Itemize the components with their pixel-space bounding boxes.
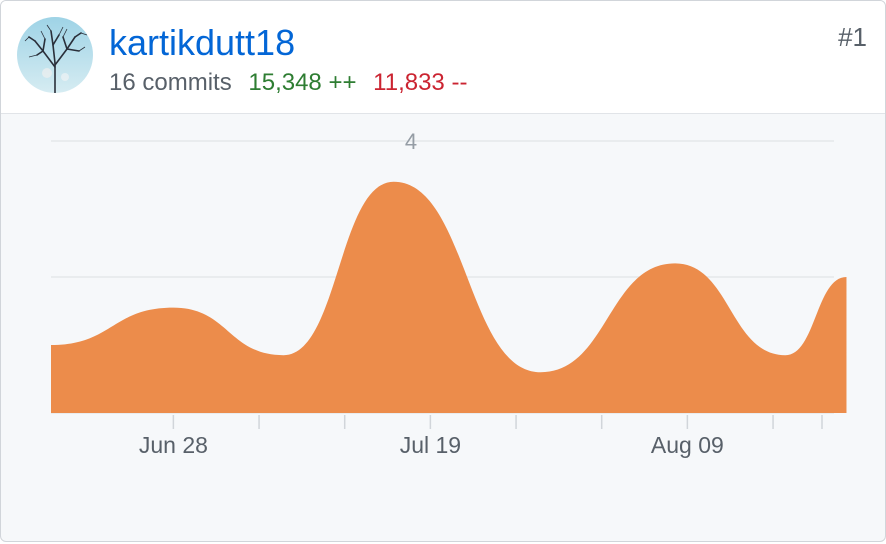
commit-count[interactable]: 16 commits (109, 69, 232, 96)
contribution-stats: 16 commits 15,348 ++ 11,833 -- (109, 69, 477, 97)
avatar[interactable] (17, 17, 93, 93)
y-tick-label: 4 (405, 129, 417, 154)
x-tick-label: Jul 19 (400, 432, 461, 458)
additions-count: 15,348 ++ (248, 69, 357, 96)
x-tick-label: Jun 28 (139, 432, 208, 458)
username-link[interactable]: kartikdutt18 (109, 22, 296, 63)
x-tick-label: Aug 09 (651, 432, 724, 458)
contributor-rank: #1 (838, 22, 867, 52)
commit-area (51, 181, 847, 413)
contributor-header: kartikdutt18 16 commits 15,348 ++ 11,833… (1, 1, 885, 114)
avatar-image (17, 17, 93, 93)
deletions-count: 11,833 -- (373, 69, 468, 96)
